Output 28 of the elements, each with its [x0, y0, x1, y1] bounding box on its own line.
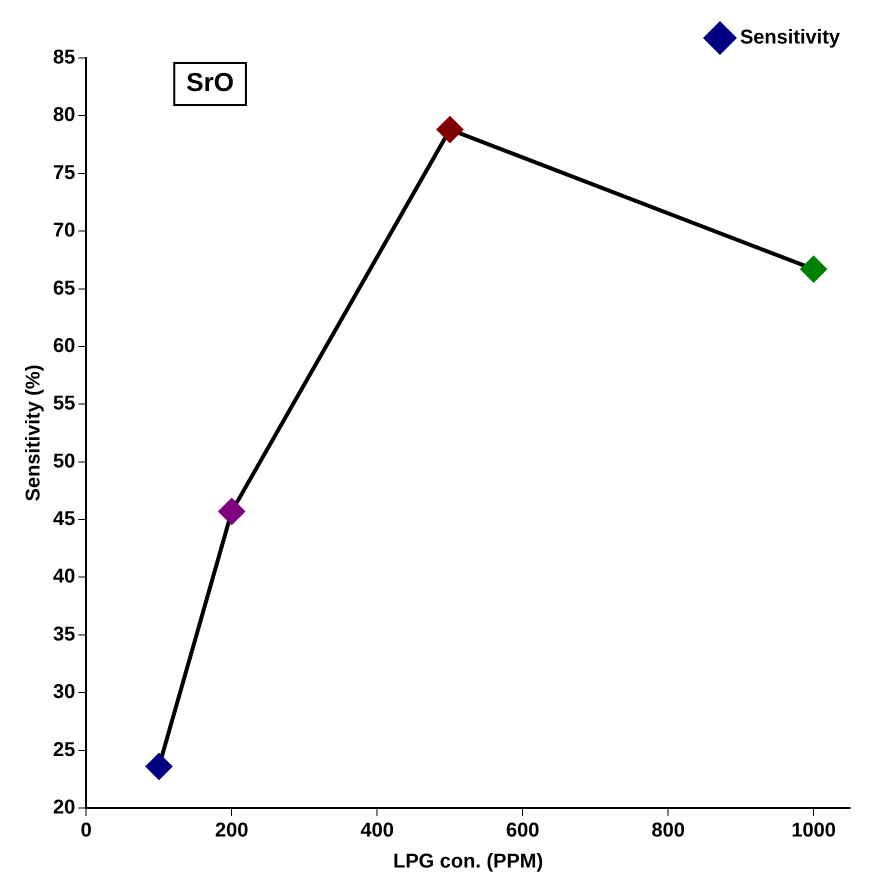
x-tick-label: 0 [80, 820, 92, 842]
y-tick-label: 55 [52, 392, 76, 415]
x-tick-label: 800 [651, 820, 685, 842]
y-tick-label: 75 [52, 162, 76, 184]
y-tick-label: 20 [52, 796, 76, 819]
x-tick-label: 400 [360, 820, 394, 842]
x-tick-label: 600 [506, 820, 540, 842]
y-tick-label: 60 [52, 334, 76, 357]
point [218, 498, 245, 524]
y-tick-label: 80 [52, 104, 76, 126]
y-tick-label: 40 [52, 566, 76, 588]
point [146, 753, 172, 780]
x-tick-label: 1000 [791, 820, 836, 842]
y-tick-label: 30 [52, 681, 76, 704]
y-tick-label: 65 [52, 277, 76, 300]
point [436, 116, 463, 143]
x-tick-label: 200 [215, 820, 248, 842]
y-tick-label: 35 [52, 623, 76, 646]
y-tick-label: 70 [52, 220, 76, 242]
annotation: SrO [186, 67, 234, 98]
y-tick-label: 25 [52, 738, 76, 761]
x-axis-title: LPG con. (PPM) [393, 850, 544, 873]
y-axis-title: Sensitivity (%) [22, 364, 45, 502]
y-tick-label: 85 [52, 46, 76, 69]
point [800, 256, 827, 282]
y-tick-label: 45 [52, 508, 76, 530]
y-tick-label: 50 [52, 450, 76, 472]
legend-label: Sensitivity [740, 26, 841, 49]
